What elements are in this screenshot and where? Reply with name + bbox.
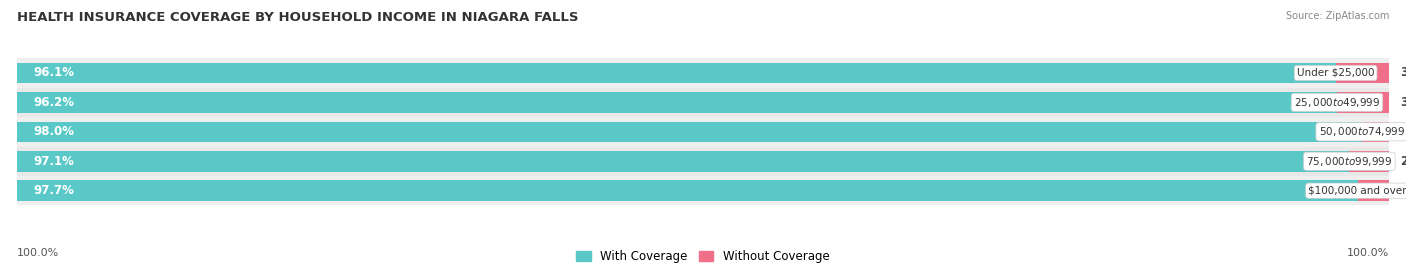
Bar (17, 58, 1389, 88)
Bar (1358, 180, 1389, 201)
Bar (17, 117, 1389, 147)
Text: 96.1%: 96.1% (34, 66, 75, 79)
Text: $50,000 to $74,999: $50,000 to $74,999 (1319, 125, 1405, 138)
Bar (17, 176, 1389, 206)
Bar (1350, 151, 1389, 172)
Bar (17, 151, 1350, 172)
Bar (17, 122, 1361, 142)
Text: 98.0%: 98.0% (34, 125, 75, 138)
Text: 96.2%: 96.2% (34, 96, 75, 109)
Bar (1337, 92, 1389, 113)
Bar (17, 88, 1389, 117)
Bar (17, 180, 1358, 201)
Bar (1336, 63, 1389, 83)
Text: HEALTH INSURANCE COVERAGE BY HOUSEHOLD INCOME IN NIAGARA FALLS: HEALTH INSURANCE COVERAGE BY HOUSEHOLD I… (17, 11, 578, 24)
Text: Under $25,000: Under $25,000 (1296, 68, 1374, 78)
Text: Source: ZipAtlas.com: Source: ZipAtlas.com (1285, 11, 1389, 21)
Text: 2.3%: 2.3% (1400, 184, 1406, 197)
Bar (17, 147, 1389, 176)
Text: $25,000 to $49,999: $25,000 to $49,999 (1294, 96, 1381, 109)
Text: 100.0%: 100.0% (1347, 248, 1389, 258)
Bar (1361, 122, 1389, 142)
Text: 3.8%: 3.8% (1400, 96, 1406, 109)
Bar (17, 63, 1336, 83)
Legend: With Coverage, Without Coverage: With Coverage, Without Coverage (576, 250, 830, 263)
Text: $75,000 to $99,999: $75,000 to $99,999 (1306, 155, 1392, 168)
Bar (17, 92, 1337, 113)
Text: 100.0%: 100.0% (17, 248, 59, 258)
Text: $100,000 and over: $100,000 and over (1309, 186, 1406, 196)
Text: 2.9%: 2.9% (1400, 155, 1406, 168)
Text: 2.0%: 2.0% (1400, 125, 1406, 138)
Text: 97.1%: 97.1% (34, 155, 75, 168)
Text: 3.9%: 3.9% (1400, 66, 1406, 79)
Text: 97.7%: 97.7% (34, 184, 75, 197)
